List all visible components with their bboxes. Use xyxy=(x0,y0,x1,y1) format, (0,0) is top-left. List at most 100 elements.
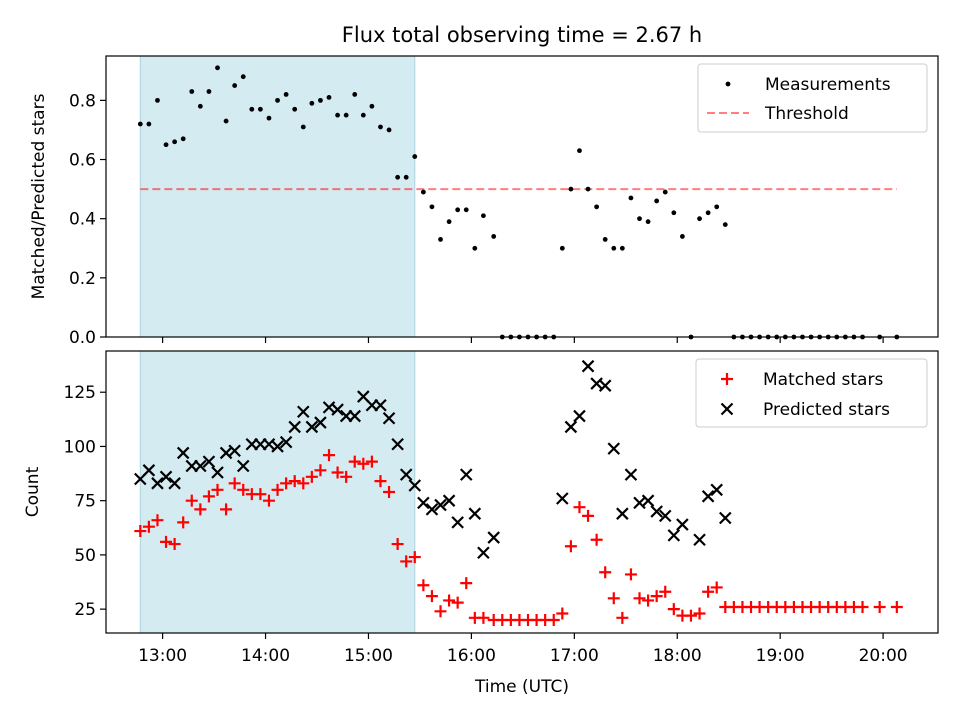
y-tick-label: 25 xyxy=(74,600,96,620)
measurement-point xyxy=(266,115,272,121)
measurement-point xyxy=(223,118,229,124)
predicted-star-point xyxy=(468,507,482,520)
legend-measurements-marker xyxy=(725,81,731,87)
predicted-star-point xyxy=(693,533,706,547)
measurement-point xyxy=(568,186,574,192)
predicted-star-point xyxy=(598,379,612,392)
matched-star-point xyxy=(573,501,586,514)
y-tick-label: 0.8 xyxy=(69,91,96,111)
matched-star-point xyxy=(582,509,595,522)
measurement-point xyxy=(611,245,617,251)
measurement-point xyxy=(275,97,280,103)
predicted-star-point xyxy=(297,405,310,419)
predicted-star-point xyxy=(442,494,456,507)
matched-star-point xyxy=(856,600,869,613)
matched-star-point xyxy=(425,590,438,603)
predicted-star-point xyxy=(151,477,164,490)
matched-star-point xyxy=(642,594,655,607)
matched-star-point xyxy=(417,579,430,592)
predicted-star-point xyxy=(667,529,681,542)
measurement-point xyxy=(446,219,452,225)
matched-star-point xyxy=(434,605,447,618)
matched-star-point xyxy=(383,486,396,498)
measurement-point xyxy=(654,198,660,204)
predicted-star-point xyxy=(573,409,586,423)
predicted-star-point xyxy=(202,455,216,468)
measurement-point xyxy=(714,204,720,210)
matched-star-point xyxy=(547,613,560,626)
x-tick-label: 16:00 xyxy=(447,646,496,666)
measurement-point xyxy=(455,207,461,213)
x-tick-label: 17:00 xyxy=(550,646,599,666)
top-y-axis-ticks: 0.0 0.2 0.4 0.6 0.8 xyxy=(69,91,106,348)
predicted-star-point xyxy=(477,546,490,560)
bottom-axes-frame xyxy=(105,350,939,634)
legend-matched-label: Matched stars xyxy=(763,370,883,390)
measurement-point xyxy=(697,216,702,222)
measurement-point xyxy=(429,204,435,210)
matched-star-point xyxy=(194,503,207,516)
predicted-star-point xyxy=(176,446,190,460)
measurement-point xyxy=(335,112,340,118)
matched-star-point xyxy=(556,607,569,620)
x-tick-label: 13:00 xyxy=(138,646,187,666)
measurement-point xyxy=(705,210,711,216)
matched-star-point xyxy=(659,585,672,598)
matched-star-point xyxy=(160,535,173,548)
matched-star-point xyxy=(710,581,723,594)
top-legend: Measurements Threshold xyxy=(697,63,928,133)
matched-star-point xyxy=(460,577,473,590)
measurement-point xyxy=(628,195,634,201)
y-tick-label: 0.0 xyxy=(69,328,96,348)
predicted-star-point xyxy=(382,411,396,425)
measurement-point xyxy=(146,121,152,127)
legend-plus-marker xyxy=(721,373,733,385)
matched-star-point xyxy=(331,466,344,479)
matched-stars-points xyxy=(134,449,903,626)
measurement-point xyxy=(300,124,306,130)
matched-star-point xyxy=(443,594,456,607)
predicted-star-point xyxy=(607,442,621,455)
measurement-point xyxy=(679,234,685,239)
predicted-star-point xyxy=(487,531,500,544)
y-tick-label: 50 xyxy=(74,546,96,566)
legend-x-marker xyxy=(720,402,734,416)
matched-star-point xyxy=(254,488,267,501)
bottom-legend: Matched stars Predicted stars xyxy=(695,358,928,428)
measurement-point xyxy=(585,186,591,192)
y-tick-label: 125 xyxy=(64,383,96,403)
measurement-point xyxy=(412,154,418,159)
predicted-star-point xyxy=(581,359,595,373)
bottom-legend-box xyxy=(695,358,928,428)
measurement-point xyxy=(637,216,642,222)
x-tick-label: 20:00 xyxy=(859,646,908,666)
predicted-star-point xyxy=(236,459,250,473)
matched-star-point xyxy=(220,503,233,516)
top-y-axis-label: Matched/Predicted stars xyxy=(29,93,49,299)
predicted-star-point xyxy=(142,464,156,477)
measurement-point xyxy=(491,234,497,239)
matched-star-point xyxy=(408,551,421,564)
y-tick-label: 0.4 xyxy=(69,210,96,230)
predicted-star-point xyxy=(194,459,207,473)
legend-measurements-label: Measurements xyxy=(765,75,891,95)
matched-star-point xyxy=(607,592,620,605)
predicted-star-point xyxy=(556,492,569,505)
matched-star-point xyxy=(873,600,886,613)
measurement-point xyxy=(240,74,246,80)
predicted-star-point xyxy=(271,440,284,453)
measurement-point xyxy=(403,174,409,180)
matched-star-point xyxy=(237,483,250,496)
measurement-point xyxy=(352,92,358,97)
measurement-point xyxy=(249,106,255,112)
matched-star-point xyxy=(693,607,706,620)
measurement-point xyxy=(472,245,478,251)
predicted-star-point xyxy=(168,477,181,490)
bottom-y-axis-label: Count xyxy=(23,466,43,517)
legend-threshold-label: Threshold xyxy=(764,104,849,124)
measurement-point xyxy=(577,148,582,154)
top-axes-frame xyxy=(105,55,939,338)
measurement-point xyxy=(206,89,212,94)
top-legend-box xyxy=(697,63,928,133)
matched-star-point xyxy=(374,475,387,488)
